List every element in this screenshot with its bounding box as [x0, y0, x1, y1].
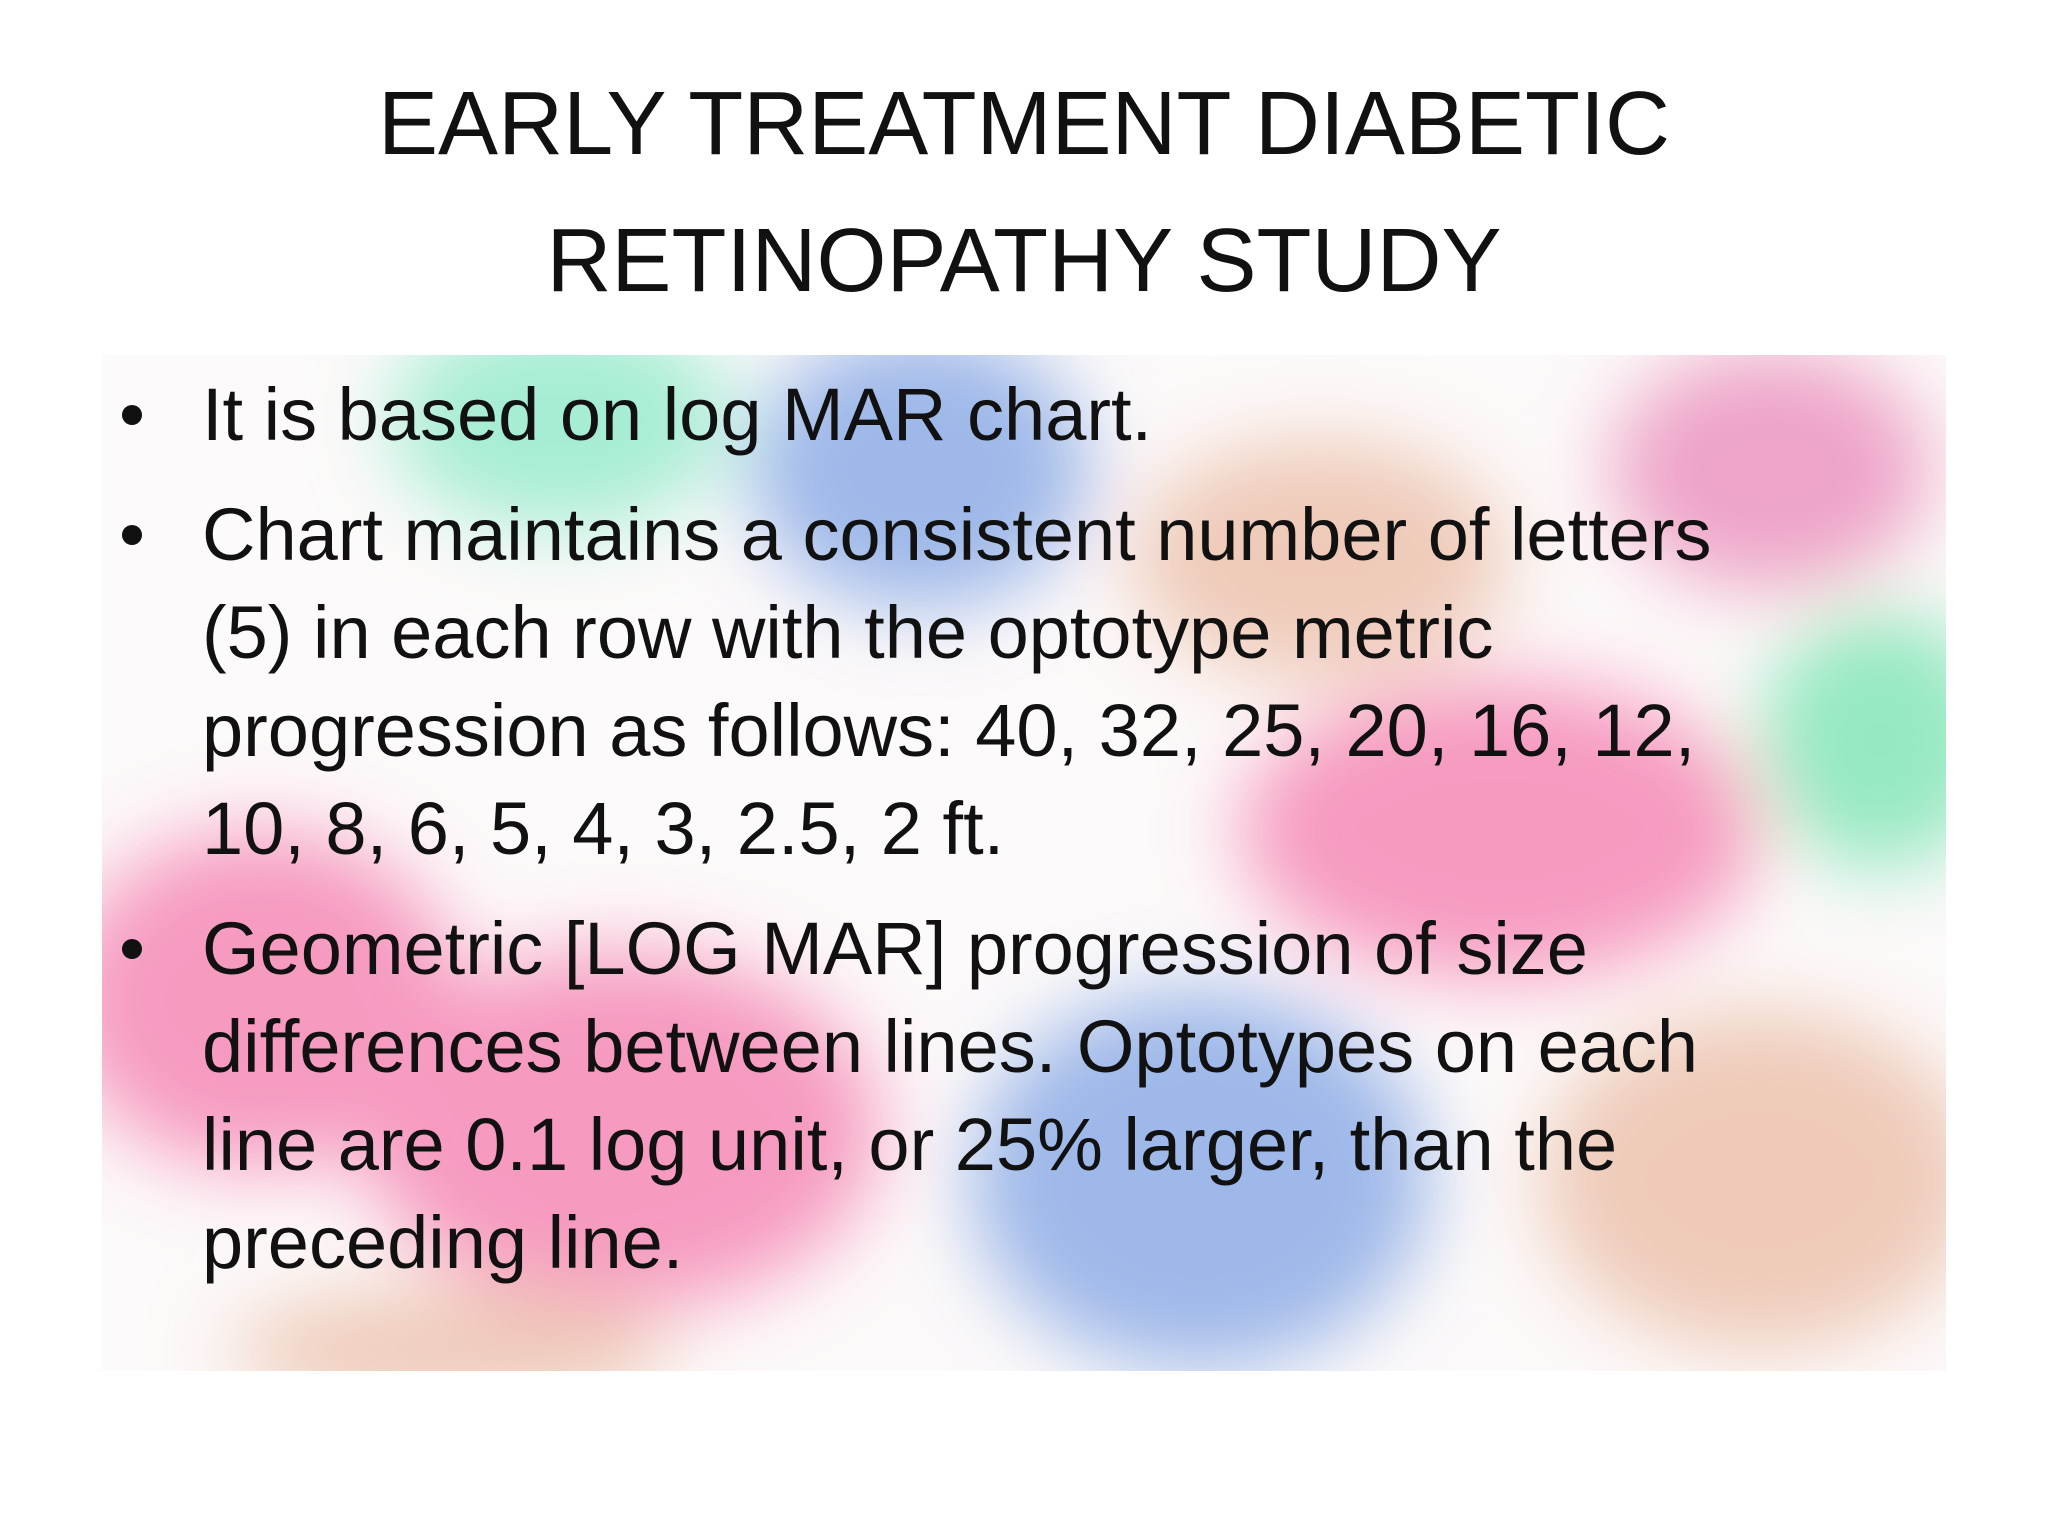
bullet-marker — [122, 939, 142, 959]
bullet-text: It is based on log MAR chart. — [202, 373, 1153, 456]
bullet-text: 10, 8, 6, 5, 4, 3, 2.5, 2 ft. — [202, 787, 1005, 870]
bullet-text: differences between lines. Optotypes on … — [202, 1005, 1699, 1088]
slide-title: RETINOPATHY STUDY — [546, 211, 1502, 311]
bullet-text: progression as follows: 40, 32, 25, 20, … — [202, 689, 1696, 772]
bullet-text: line are 0.1 log unit, or 25% larger, th… — [202, 1103, 1618, 1186]
bullet-text: Geometric [LOG MAR] progression of size — [202, 907, 1588, 990]
slide-title: EARLY TREATMENT DIABETIC — [378, 74, 1670, 174]
bullet-marker — [122, 525, 142, 545]
bullet-text: (5) in each row with the optotype metric — [202, 591, 1494, 674]
bullet-marker — [122, 405, 142, 425]
bullet-text: Chart maintains a consistent number of l… — [202, 493, 1712, 576]
bullet-text: preceding line. — [202, 1201, 684, 1284]
